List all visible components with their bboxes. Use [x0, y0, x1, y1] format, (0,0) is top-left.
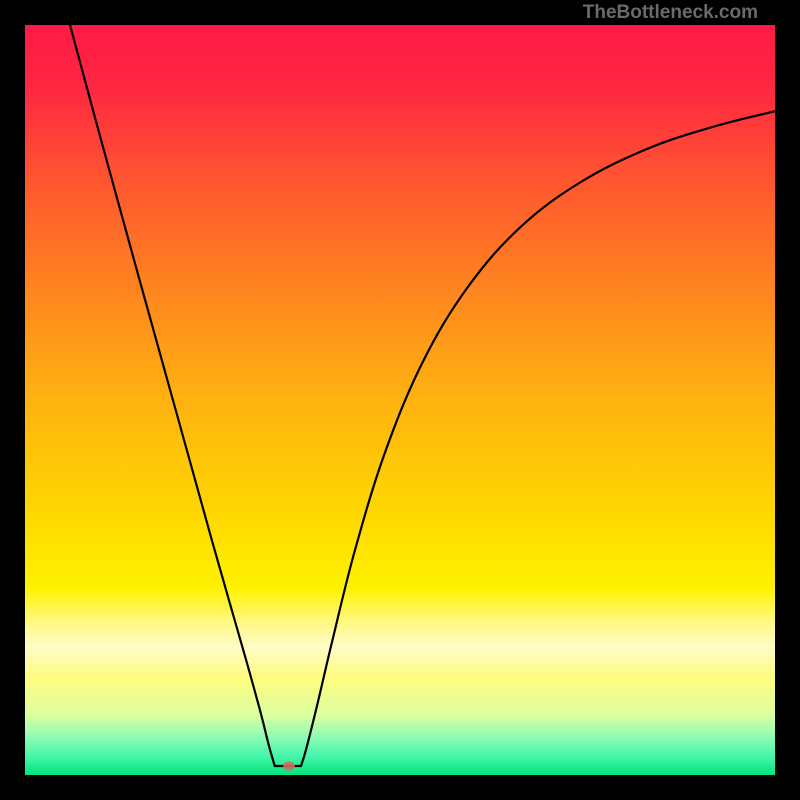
- gradient-background: [25, 25, 775, 775]
- chart-svg: [25, 25, 775, 775]
- watermark-text: TheBottleneck.com: [583, 2, 758, 24]
- bottleneck-chart: [25, 25, 775, 775]
- optimal-marker: [283, 762, 295, 771]
